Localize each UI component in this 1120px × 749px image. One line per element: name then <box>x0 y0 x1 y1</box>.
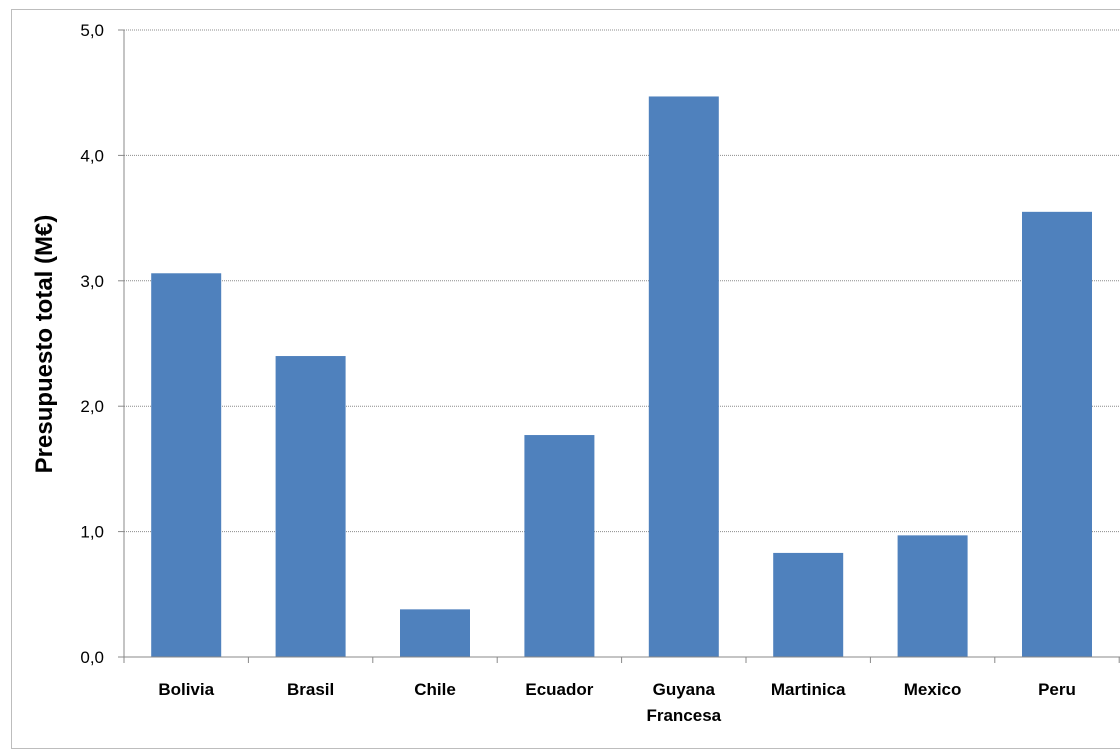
bar <box>275 356 346 657</box>
bar <box>648 96 719 658</box>
y-tick-labels: 0,0 1,0 2,0 3,0 4,0 5,0 <box>80 21 104 667</box>
y-tick-label: 5,0 <box>80 21 104 40</box>
x-tick-labels: Bolivia Brasil Chile Ecuador Guyana Francesa M… <box>158 680 1076 725</box>
y-axis-label: Presupuesto total (M€) <box>31 215 58 474</box>
bar <box>151 273 222 657</box>
y-tick-label: 1,0 <box>80 523 104 542</box>
bar <box>897 535 968 657</box>
x-tick-label: Chile <box>414 680 456 699</box>
x-tick-label: Mexico <box>904 680 962 699</box>
y-tick-label: 3,0 <box>80 272 104 291</box>
bar <box>524 435 595 657</box>
x-tick-label: Peru <box>1038 680 1076 699</box>
gridlines <box>124 29 1120 533</box>
x-tick-label: Guyana Francesa <box>646 680 721 725</box>
x-tick-label: Martinica <box>771 680 846 699</box>
y-tick-label: 2,0 <box>80 397 104 416</box>
x-tick-label: Ecuador <box>525 680 593 699</box>
bar <box>1022 211 1092 657</box>
x-tick-label: Brasil <box>287 680 334 699</box>
bar <box>773 552 844 657</box>
bars <box>151 96 1092 658</box>
x-tick-label: Bolivia <box>158 680 214 699</box>
bar <box>400 609 470 657</box>
y-tick-label: 4,0 <box>80 146 104 165</box>
axes <box>118 29 1120 663</box>
y-tick-label: 0,0 <box>80 648 104 667</box>
